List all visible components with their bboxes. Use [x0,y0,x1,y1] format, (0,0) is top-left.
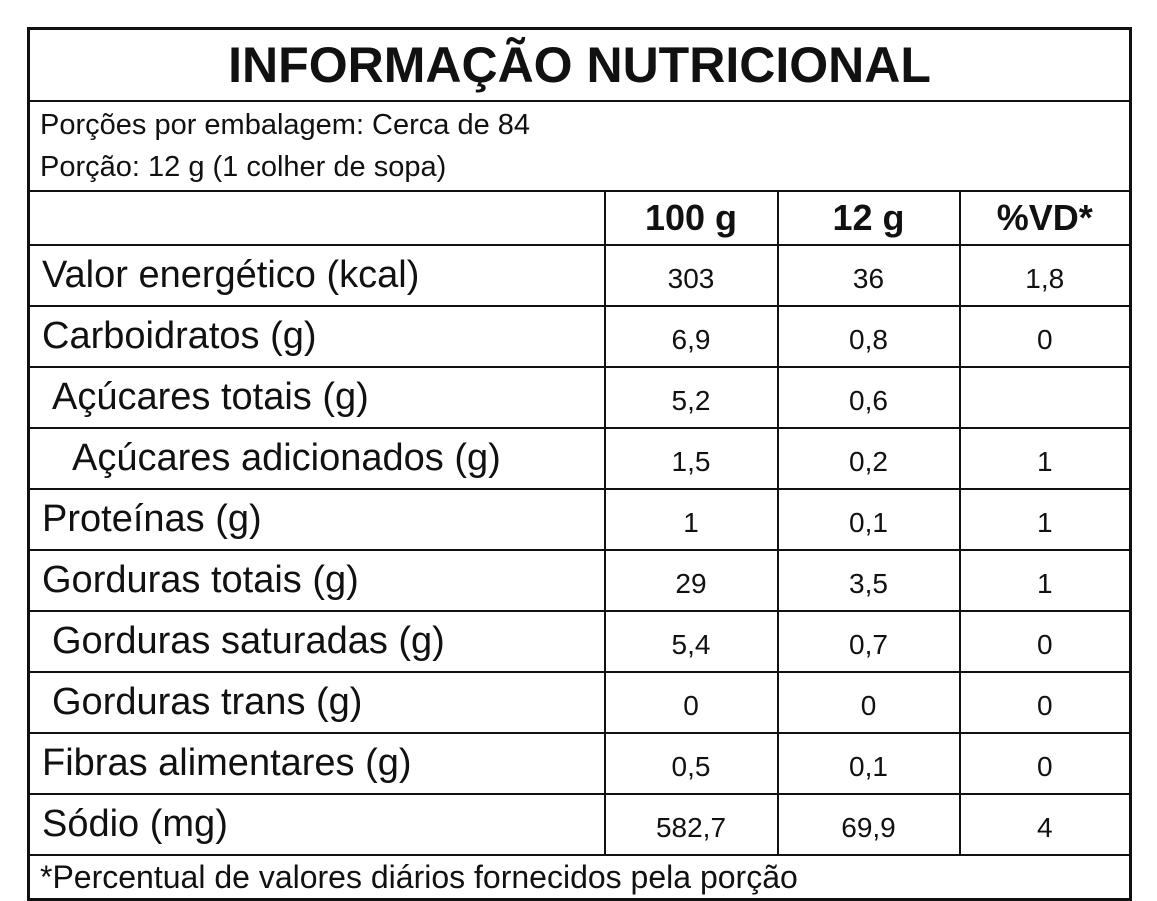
nutrient-value: 5,4 [603,610,779,673]
nutrient-row: Proteínas (g) 1 0,1 1 [27,488,1132,551]
nutrient-value: 1 [958,549,1132,612]
nutrient-row: Gorduras trans (g) 0 0 0 [27,671,1132,734]
nutrient-row: Açúcares totais (g) 5,2 0,6 [27,366,1132,429]
nutrient-name: Carboidratos (g) [27,305,606,368]
nutrient-value: 0,7 [776,610,961,673]
column-header: %VD* [958,190,1132,246]
nutrient-row: Açúcares adicionados (g) 1,5 0,2 1 [27,427,1132,490]
nutrient-row: Sódio (mg) 582,7 69,9 4 [27,793,1132,856]
nutrient-value: 0 [776,671,961,734]
nutrient-name: Gorduras saturadas (g) [27,610,606,673]
footer-row: *Percentual de valores diários fornecido… [27,854,1132,901]
nutrient-value: 1 [603,488,779,551]
nutrition-table: INFORMAÇÃO NUTRICIONAL Porções por embal… [27,27,1133,901]
nutrient-row: Carboidratos (g) 6,9 0,8 0 [27,305,1132,368]
title-row: INFORMAÇÃO NUTRICIONAL [27,27,1132,102]
page: INFORMAÇÃO NUTRICIONAL Porções por embal… [27,27,1133,901]
nutrient-value: 582,7 [603,793,779,856]
nutrient-name: Proteínas (g) [27,488,606,551]
nutrient-row: Fibras alimentares (g) 0,5 0,1 0 [27,732,1132,795]
nutrient-value: 69,9 [776,793,961,856]
portion-info: Porções por embalagem: Cerca de 84 Porçã… [27,100,1132,192]
header-row: 100 g 12 g %VD* [27,190,1132,246]
nutrient-value: 4 [958,793,1132,856]
nutrient-value: 6,9 [603,305,779,368]
serving-size: Porção: 12 g (1 colher de sopa) [40,151,447,183]
nutrient-name: Valor energético (kcal) [27,244,606,307]
nutrient-value [958,366,1132,429]
nutrient-row: Gorduras totais (g) 29 3,5 1 [27,549,1132,612]
nutrient-value: 1 [958,488,1132,551]
nutrient-value: 1,8 [958,244,1132,307]
nutrient-row: Gorduras saturadas (g) 5,4 0,7 0 [27,610,1132,673]
nutrient-value: 0 [958,610,1132,673]
nutrient-name: Gorduras trans (g) [27,671,606,734]
nutrient-value: 0 [603,671,779,734]
header-empty [27,190,606,246]
column-header: 100 g [603,190,779,246]
nutrient-value: 0,1 [776,488,961,551]
nutrient-value: 3,5 [776,549,961,612]
nutrient-value: 0,6 [776,366,961,429]
nutrient-value: 29 [603,549,779,612]
title: INFORMAÇÃO NUTRICIONAL [27,27,1132,102]
nutrient-name: Açúcares adicionados (g) [27,427,606,490]
nutrient-value: 0,1 [776,732,961,795]
nutrient-value: 0,8 [776,305,961,368]
nutrient-value: 0,5 [603,732,779,795]
nutrient-value: 0,2 [776,427,961,490]
nutrient-value: 36 [776,244,961,307]
nutrient-value: 0 [958,305,1132,368]
nutrient-name: Fibras alimentares (g) [27,732,606,795]
nutrient-value: 1 [958,427,1132,490]
column-header: 12 g [776,190,961,246]
nutrient-name: Sódio (mg) [27,793,606,856]
nutrient-value: 0 [958,732,1132,795]
footnote: *Percentual de valores diários fornecido… [27,854,1132,901]
portion-row: Porções por embalagem: Cerca de 84 Porçã… [27,100,1132,192]
servings: Porções por embalagem: Cerca de 84 [40,109,531,141]
nutrient-value: 303 [603,244,779,307]
nutrient-value: 5,2 [603,366,779,429]
nutrient-row: Valor energético (kcal) 303 36 1,8 [27,244,1132,307]
table-body: INFORMAÇÃO NUTRICIONAL Porções por embal… [27,27,1132,901]
nutrient-value: 0 [958,671,1132,734]
nutrient-value: 1,5 [603,427,779,490]
nutrient-name: Açúcares totais (g) [27,366,606,429]
nutrient-name: Gorduras totais (g) [27,549,606,612]
